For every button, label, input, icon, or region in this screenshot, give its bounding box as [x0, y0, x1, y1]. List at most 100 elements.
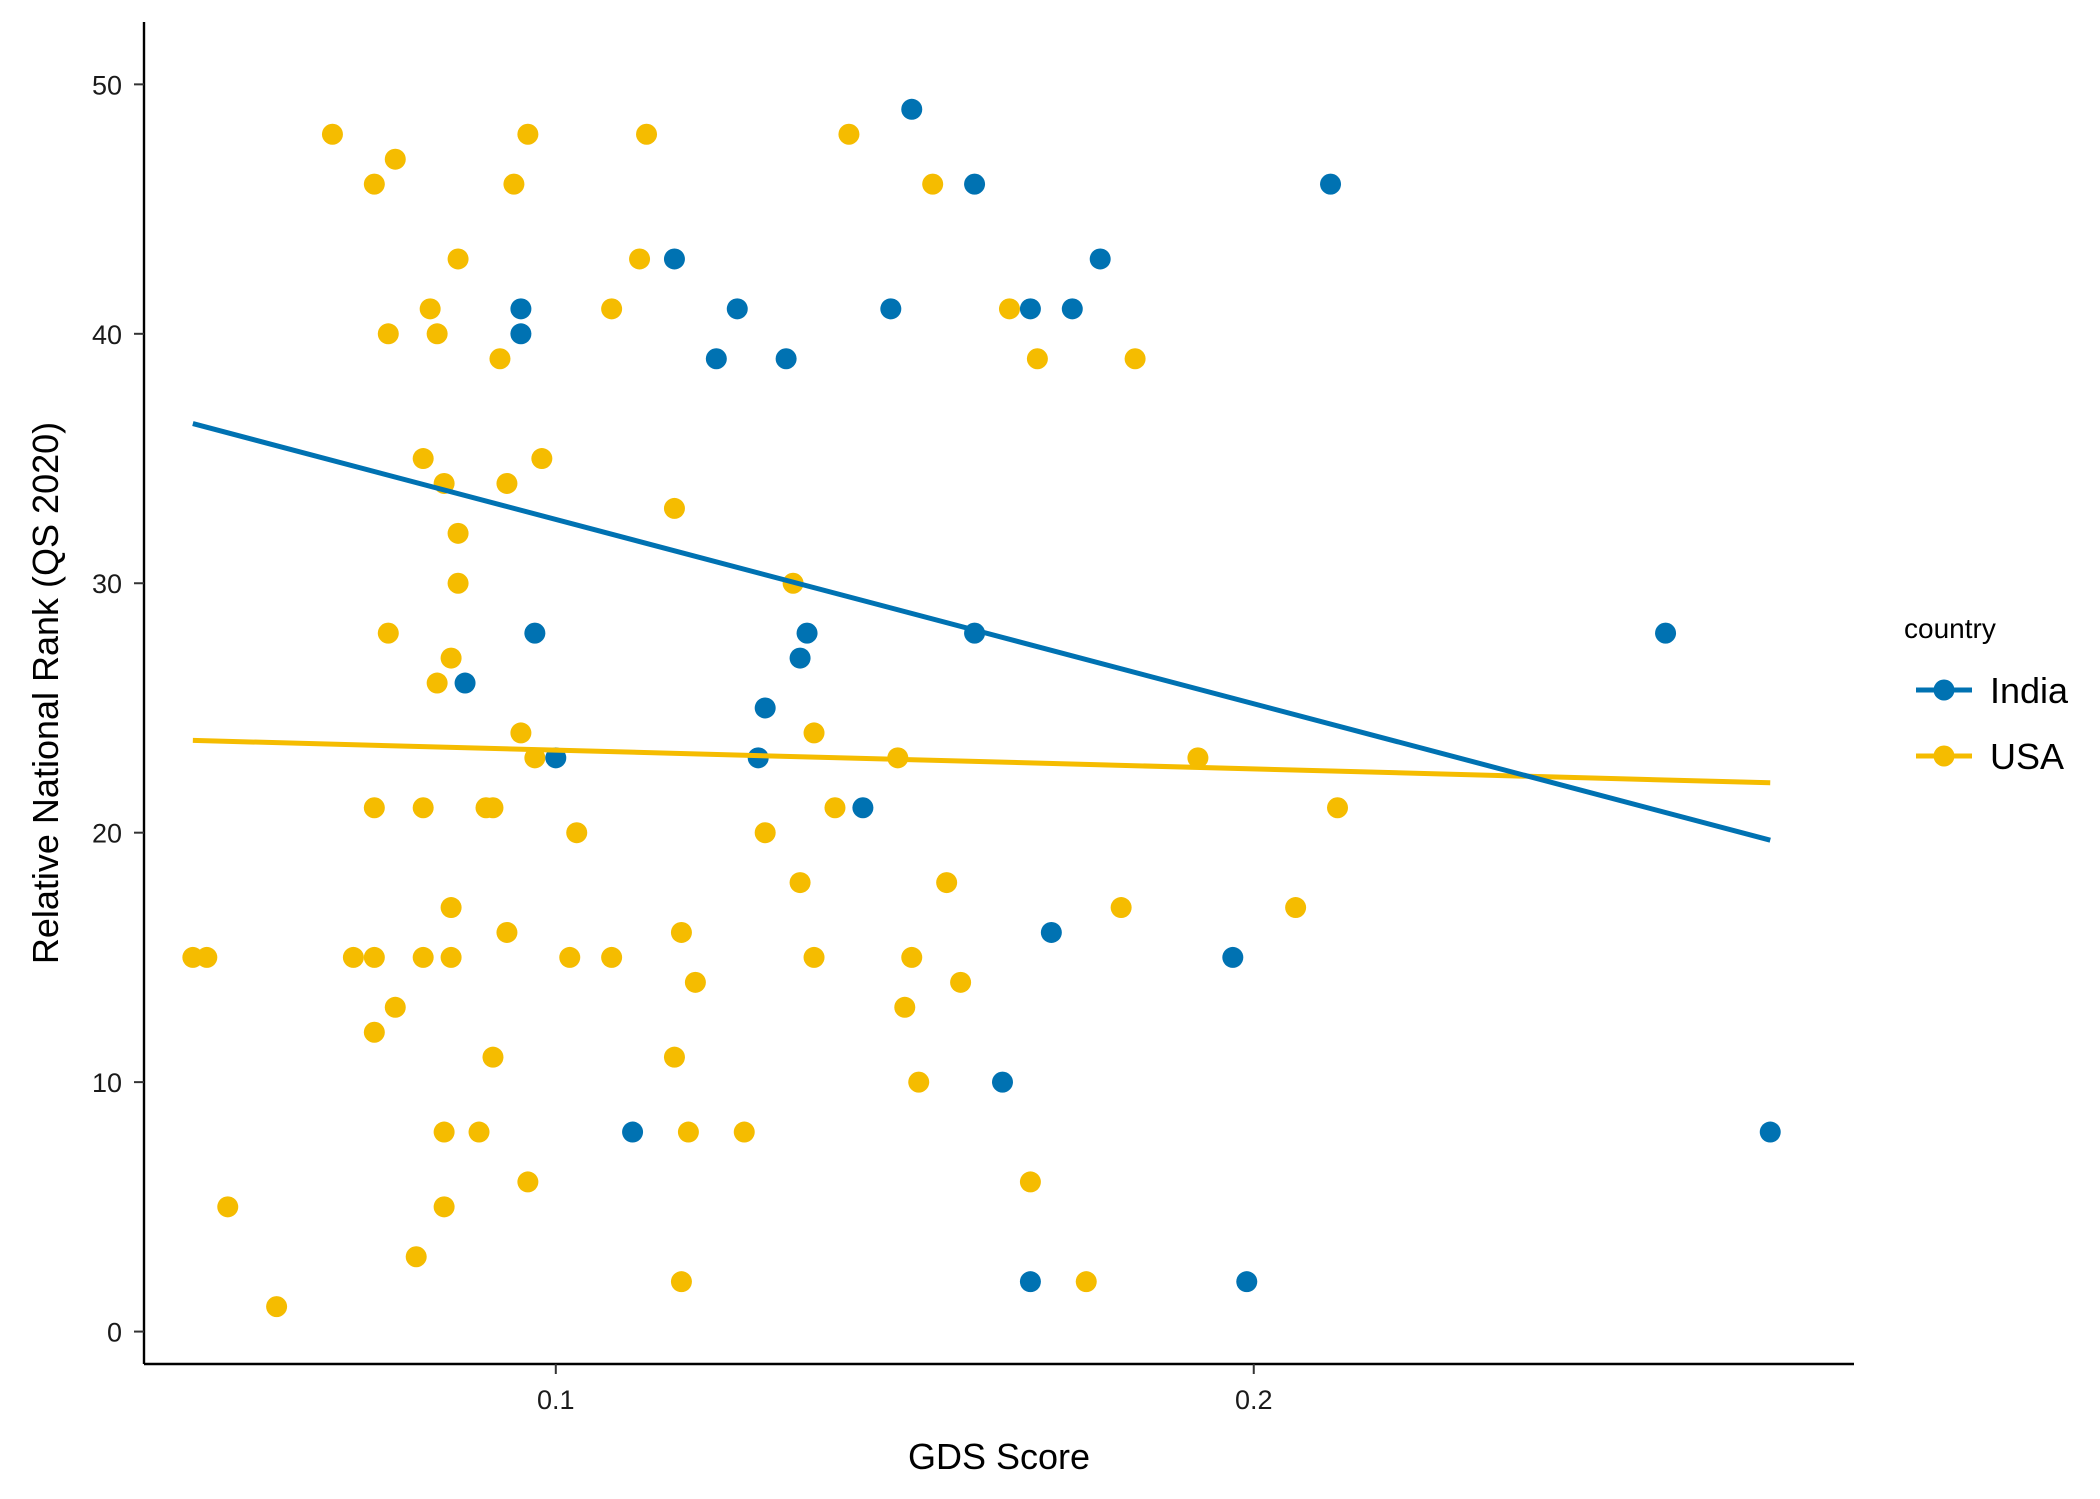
data-point-usa — [468, 1121, 490, 1143]
data-point-india — [991, 1071, 1013, 1093]
data-point-india — [1019, 298, 1041, 320]
data-point-india — [1320, 173, 1342, 195]
data-point-india — [705, 348, 727, 370]
data-point-usa — [363, 1021, 385, 1043]
data-point-india — [964, 173, 986, 195]
data-point-usa — [517, 1171, 539, 1193]
data-point-usa — [601, 946, 623, 968]
data-point-usa — [266, 1296, 288, 1318]
data-point-usa — [412, 797, 434, 819]
data-point-india — [622, 1121, 644, 1143]
data-point-usa — [998, 298, 1020, 320]
data-point-india — [789, 647, 811, 669]
y-axis-title: Relative National Rank (QS 2020) — [25, 422, 66, 964]
data-point-usa — [1327, 797, 1349, 819]
data-point-usa — [433, 1196, 455, 1218]
data-point-india — [1655, 622, 1677, 644]
y-tick-label: 30 — [92, 569, 122, 599]
data-point-india — [901, 98, 923, 120]
data-point-usa — [384, 996, 406, 1018]
y-tick-label: 40 — [92, 320, 122, 350]
data-point-india — [1019, 1271, 1041, 1293]
data-point-india — [775, 348, 797, 370]
data-point-usa — [789, 872, 811, 894]
data-point-usa — [894, 996, 916, 1018]
data-point-usa — [440, 897, 462, 919]
legend-label: India — [1990, 670, 2069, 711]
y-tick-label: 0 — [107, 1318, 122, 1348]
data-point-usa — [677, 1121, 699, 1143]
data-point-usa — [440, 647, 462, 669]
data-point-india — [1040, 921, 1062, 943]
data-point-usa — [824, 797, 846, 819]
data-point-usa — [321, 123, 343, 145]
data-point-usa — [496, 472, 518, 494]
data-point-usa — [426, 323, 448, 345]
legend-title: country — [1904, 613, 1996, 644]
data-point-usa — [447, 572, 469, 594]
data-point-usa — [496, 921, 518, 943]
legend-key-dot — [1933, 745, 1955, 767]
data-point-india — [510, 298, 532, 320]
data-point-india — [524, 622, 546, 644]
trend-line-usa — [192, 737, 1771, 786]
data-point-usa — [559, 946, 581, 968]
data-point-usa — [377, 622, 399, 644]
data-point-usa — [342, 946, 364, 968]
data-point-usa — [419, 298, 441, 320]
data-point-usa — [803, 722, 825, 744]
data-point-usa — [363, 173, 385, 195]
data-point-usa — [517, 123, 539, 145]
trend-lines — [192, 421, 1771, 843]
data-point-usa — [838, 123, 860, 145]
data-point-usa — [629, 248, 651, 270]
data-point-india — [1061, 298, 1083, 320]
data-point-usa — [566, 822, 588, 844]
data-point-usa — [1026, 348, 1048, 370]
data-point-india — [880, 298, 902, 320]
data-point-india — [1759, 1121, 1781, 1143]
x-axis-title: GDS Score — [908, 1436, 1090, 1477]
data-point-usa — [510, 722, 532, 744]
data-point-usa — [803, 946, 825, 968]
data-point-usa — [636, 123, 658, 145]
y-tick-label: 10 — [92, 1068, 122, 1098]
plot-area — [182, 98, 1781, 1318]
data-point-usa — [384, 148, 406, 170]
data-point-usa — [440, 946, 462, 968]
data-point-usa — [754, 822, 776, 844]
data-point-india — [852, 797, 874, 819]
data-point-usa — [670, 921, 692, 943]
data-point-india — [1089, 248, 1111, 270]
data-point-usa — [1019, 1171, 1041, 1193]
data-point-usa — [1124, 348, 1146, 370]
data-point-usa — [217, 1196, 239, 1218]
data-point-india — [754, 697, 776, 719]
data-point-usa — [363, 946, 385, 968]
data-point-usa — [670, 1271, 692, 1293]
legend-items: India USA — [1916, 670, 2069, 777]
data-point-usa — [950, 971, 972, 993]
x-tick-label: 0.1 — [537, 1385, 575, 1415]
data-point-india — [1222, 946, 1244, 968]
data-point-usa — [1187, 747, 1209, 769]
y-ticks: 0 10 20 30 40 50 — [92, 70, 144, 1348]
data-point-india — [796, 622, 818, 644]
data-point-usa — [684, 971, 706, 993]
data-point-usa — [601, 298, 623, 320]
data-point-usa — [1075, 1271, 1097, 1293]
data-point-usa — [524, 747, 546, 769]
data-point-usa — [663, 1046, 685, 1068]
data-point-usa — [405, 1246, 427, 1268]
data-point-usa — [447, 248, 469, 270]
data-point-usa — [363, 797, 385, 819]
data-point-usa — [503, 173, 525, 195]
data-point-usa — [936, 872, 958, 894]
x-ticks: 0.1 0.2 — [537, 1364, 1273, 1415]
data-point-usa — [482, 797, 504, 819]
data-point-usa — [412, 946, 434, 968]
data-point-usa — [1285, 897, 1307, 919]
trend-line-india — [192, 421, 1771, 843]
y-tick-label: 20 — [92, 819, 122, 849]
